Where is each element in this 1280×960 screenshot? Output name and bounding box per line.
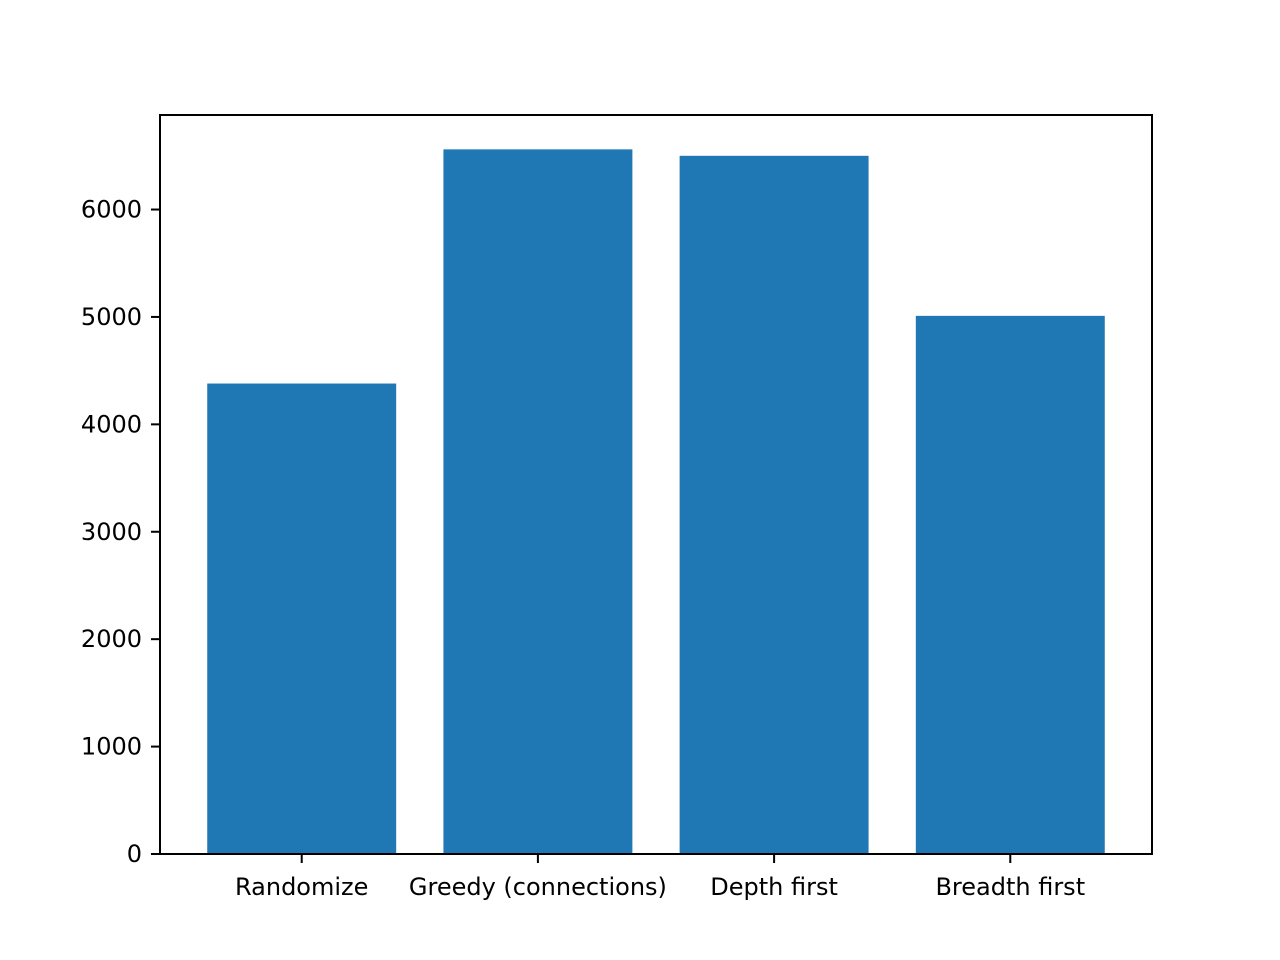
y-tick-label-2: 2000 <box>81 625 142 653</box>
bar-1 <box>443 149 633 855</box>
y-axis: 0 1000 2000 3000 4000 5000 6000 <box>81 196 160 868</box>
y-tick-label-6: 6000 <box>81 196 142 224</box>
bar-3 <box>915 315 1105 854</box>
y-tick-label-4: 4000 <box>81 410 142 438</box>
bar-0 <box>207 383 397 854</box>
x-tick-label-1: Greedy (connections) <box>409 873 667 901</box>
bar-2 <box>679 155 869 854</box>
y-tick-label-3: 3000 <box>81 518 142 546</box>
plot-frame <box>159 114 1153 855</box>
y-tick-label-1: 1000 <box>81 733 142 761</box>
x-tick-label-2: Depth first <box>710 873 838 901</box>
x-tick-label-3: Breadth first <box>935 873 1085 901</box>
bars-group <box>207 149 1105 855</box>
y-tick-label-0: 0 <box>127 840 142 868</box>
x-axis: Randomize Greedy (connections) Depth first… <box>235 854 1085 901</box>
y-tick-label-5: 5000 <box>81 303 142 331</box>
x-tick-label-0: Randomize <box>235 873 368 901</box>
